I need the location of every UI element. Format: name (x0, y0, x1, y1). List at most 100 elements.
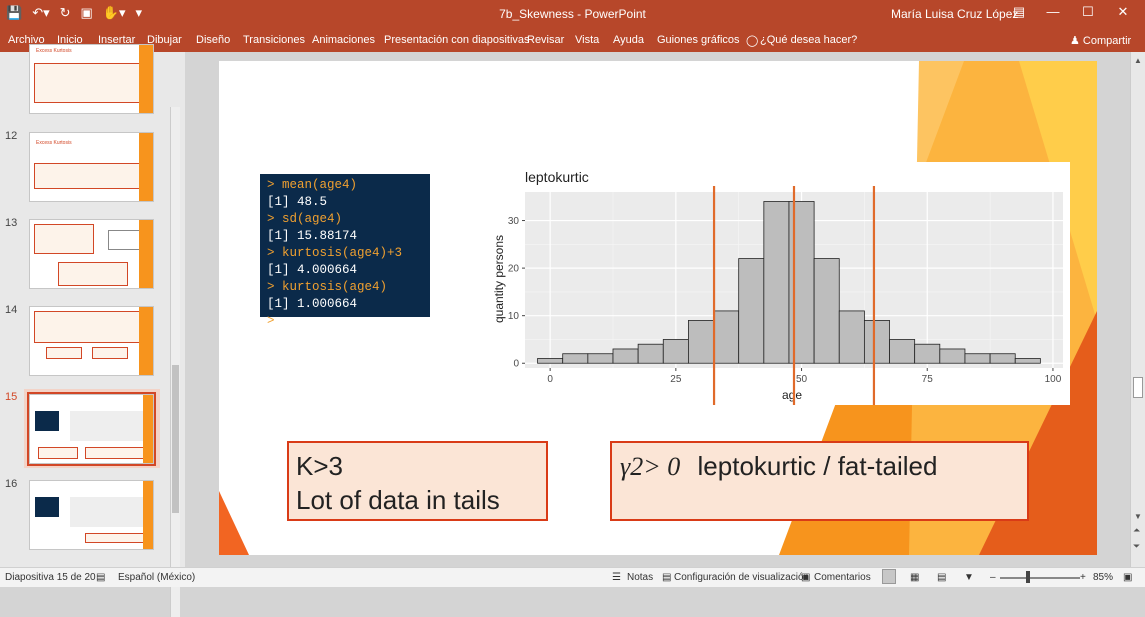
customize-icon[interactable]: ▾ (135, 5, 143, 20)
display-settings-button[interactable]: Configuración de visualización (674, 572, 810, 583)
tell-me-box[interactable]: ¿Qué desea hacer? (760, 34, 858, 46)
notes-icon: ☰ (612, 572, 621, 583)
next-slide-icon[interactable]: ⏷ (1133, 541, 1141, 551)
box-left-line2: Lot of data in tails (296, 485, 500, 515)
maximize-icon[interactable]: ☐ (1082, 4, 1094, 19)
histogram-bar (863, 320, 890, 364)
thumb-console (35, 497, 59, 517)
histogram-bar (788, 201, 815, 364)
tab-animaciones[interactable]: Animaciones (312, 34, 375, 46)
y-tick-label: 0 (513, 359, 519, 370)
thumbnail-scrollbar[interactable] (170, 107, 180, 617)
thumb-console (35, 411, 59, 431)
zoom-slider[interactable] (1000, 577, 1080, 579)
histogram-chart: leptokurtic age quantity persons 0 25 50 75… (492, 169, 1063, 405)
histogram-bar (989, 353, 1016, 364)
tab-revisar[interactable]: Revisar (527, 34, 565, 46)
histogram-bar (763, 201, 790, 364)
tab-dibujar[interactable]: Dibujar (147, 34, 182, 46)
save-icon[interactable]: 💾 (6, 5, 23, 20)
slide-thumbnail[interactable] (29, 219, 154, 289)
slide-thumbnail-selected[interactable] (27, 392, 156, 466)
tab-guiones[interactable]: Guiones gráficos (657, 34, 740, 46)
x-axis-label: age (782, 388, 802, 402)
slide-sorter-icon[interactable]: ▦ (910, 572, 920, 583)
thumb-textbox (34, 311, 144, 343)
histogram-image[interactable]: leptokurtic age quantity persons 0 25 50 75… (488, 162, 1070, 405)
histogram-bar (964, 353, 991, 364)
close-icon[interactable]: ✕ (1117, 4, 1129, 19)
slide-thumbnail[interactable] (29, 306, 154, 376)
histogram-bar (713, 310, 740, 364)
ribbon-display-icon[interactable]: ▤ (1012, 4, 1026, 19)
slideshow-icon[interactable]: ▼ (964, 572, 974, 583)
text-box-right[interactable]: γ2> 0 leptokurtic / fat-tailed (610, 441, 1029, 521)
thumbnail-scroll-thumb[interactable] (172, 365, 179, 513)
thumb-textbox (85, 447, 145, 459)
reading-view-icon[interactable]: ▤ (937, 572, 947, 583)
scroll-down-icon[interactable]: ▼ (1134, 512, 1142, 521)
ribbon-tabs: Archivo Inicio Insertar Dibujar Diseño T… (0, 28, 1145, 52)
undo-icon[interactable]: ↶▾ (32, 5, 50, 20)
present-icon[interactable]: ▣ (80, 5, 93, 20)
thumb-decoration (139, 307, 153, 375)
thumb-number: 15 (5, 391, 18, 403)
x-tick-label: 75 (922, 374, 934, 385)
console-line: > kurtosis(age4)+3 (267, 246, 403, 260)
histogram-bar (914, 343, 941, 364)
console-line: > (267, 314, 275, 328)
tab-diseno[interactable]: Diseño (196, 34, 231, 46)
tab-archivo[interactable]: Archivo (8, 34, 45, 46)
histogram-bar (688, 320, 714, 364)
bg-shape (219, 491, 249, 555)
normal-view-icon[interactable] (882, 569, 896, 584)
zoom-slider-thumb[interactable] (1026, 571, 1030, 583)
scroll-up-icon[interactable]: ▲ (1134, 56, 1142, 65)
slide-thumbnail[interactable]: Excess Kurtosis (29, 44, 154, 114)
notes-button[interactable]: Notas (627, 572, 654, 583)
editor-scrollbar[interactable]: ▲ ▼ ⏶ ⏷ (1130, 52, 1145, 567)
thumbnail-pane: Excess Kurtosis 12 Excess Kurtosis 13 14… (0, 44, 185, 617)
touch-icon[interactable]: ✋▾ (102, 5, 126, 20)
zoom-level[interactable]: 85% (1093, 572, 1114, 583)
minimize-icon[interactable]: — (1046, 4, 1060, 19)
text-box-left[interactable]: K>3 Lot of data in tails (287, 441, 548, 521)
previous-slide-icon[interactable]: ⏶ (1133, 525, 1141, 535)
slide-thumbnail[interactable]: Excess Kurtosis (29, 132, 154, 202)
console-line: [1] 48.5 (267, 195, 328, 209)
editor-scroll-thumb[interactable] (1133, 377, 1143, 398)
zoom-in-icon[interactable]: + (1080, 572, 1086, 583)
tab-transiciones[interactable]: Transiciones (243, 34, 305, 46)
redo-icon[interactable]: ↻ (59, 5, 71, 20)
tab-inicio[interactable]: Inicio (57, 34, 83, 46)
language-indicator[interactable]: Español (México) (118, 572, 196, 583)
comments-button[interactable]: Comentarios (814, 572, 871, 583)
spellcheck-icon[interactable]: ▤ (96, 572, 106, 583)
histogram-bar (587, 353, 614, 364)
tab-insertar[interactable]: Insertar (98, 34, 136, 46)
share-button[interactable]: ♟ Compartir (1070, 34, 1131, 47)
quick-access-toolbar: 💾 ↶▾ ↻ ▣ ✋▾ ▾ (6, 5, 142, 21)
y-axis-label: quantity persons (492, 235, 506, 323)
slide-canvas[interactable]: > mean(age4) [1] 48.5 > sd(age4) [1] 15.… (219, 61, 1097, 555)
thumb-textbox (92, 347, 128, 359)
console-line: [1] 1.000664 (267, 297, 358, 311)
status-bar: Diapositiva 15 de 20 ▤ Español (México) … (0, 567, 1145, 587)
r-console: > mean(age4) [1] 48.5 > sd(age4) [1] 15.… (260, 174, 430, 328)
thumb-number: 14 (5, 304, 18, 316)
console-line: > kurtosis(age4) (267, 280, 388, 294)
tab-vista[interactable]: Vista (575, 34, 600, 46)
histogram-bar (562, 353, 589, 364)
thumb-chart (70, 497, 150, 527)
thumb-textbox (34, 63, 148, 103)
display-settings-icon: ▤ (662, 572, 672, 583)
thumb-title: Excess Kurtosis (36, 48, 72, 54)
zoom-out-icon[interactable]: – (990, 572, 996, 583)
tab-ayuda[interactable]: Ayuda (613, 34, 644, 46)
user-name[interactable]: María Luisa Cruz López (891, 7, 1019, 21)
histogram-bar (537, 358, 564, 364)
tab-presentacion[interactable]: Presentación con diapositivas (384, 34, 530, 46)
fit-to-window-icon[interactable]: ▣ (1123, 572, 1133, 583)
share-label: Compartir (1082, 35, 1132, 47)
slide-thumbnail[interactable] (29, 480, 154, 550)
